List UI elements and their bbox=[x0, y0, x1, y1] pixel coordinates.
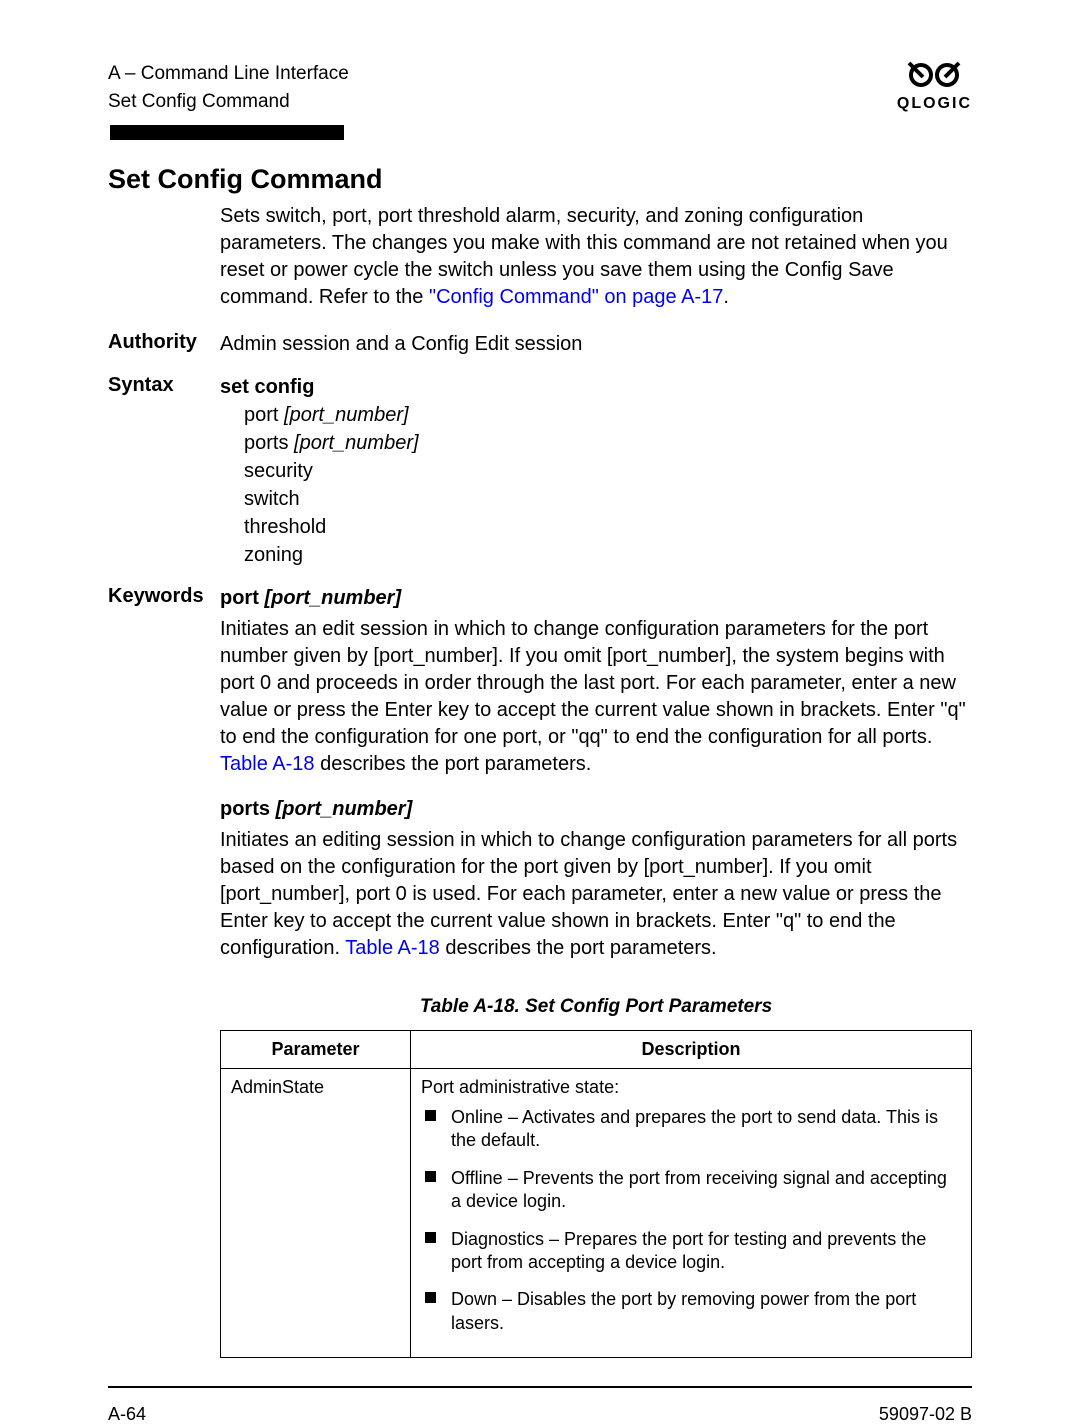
table-ref-link[interactable]: Table A-18 bbox=[345, 937, 440, 959]
table-header-parameter: Parameter bbox=[221, 1031, 411, 1069]
table-caption: Table A-18. Set Config Port Parameters bbox=[220, 996, 972, 1018]
syntax-line: threshold bbox=[244, 513, 972, 541]
list-item: Down – Disables the port by removing pow… bbox=[421, 1288, 961, 1335]
syntax-line: zoning bbox=[244, 541, 972, 569]
param-description: Port administrative state: Online – Acti… bbox=[411, 1069, 972, 1358]
syntax-line: port [port_number] bbox=[244, 401, 972, 429]
header-line2: Set Config Command bbox=[108, 88, 349, 116]
logo-mark-icon bbox=[899, 60, 969, 90]
keywords-label: Keywords bbox=[108, 585, 220, 980]
syntax-label: Syntax bbox=[108, 374, 220, 569]
keyword-description: Initiates an edit session in which to ch… bbox=[220, 616, 972, 778]
page-footer: A-64 59097-02 B bbox=[108, 1404, 972, 1425]
syntax-body: set config port [port_number] ports [por… bbox=[220, 374, 972, 569]
intro-paragraph: Sets switch, port, port threshold alarm,… bbox=[220, 203, 972, 311]
table-header-description: Description bbox=[411, 1031, 972, 1069]
params-table: Parameter Description AdminState Port ad… bbox=[220, 1030, 972, 1358]
authority-label: Authority bbox=[108, 331, 220, 358]
syntax-line: ports [port_number] bbox=[244, 429, 972, 457]
keyword-heading: ports [port_number] bbox=[220, 796, 972, 823]
header-line1: A – Command Line Interface bbox=[108, 60, 349, 88]
list-item: Diagnostics – Prepares the port for test… bbox=[421, 1228, 961, 1275]
syntax-row: Syntax set config port [port_number] por… bbox=[108, 374, 972, 569]
footer-page-number: A-64 bbox=[108, 1404, 146, 1425]
page-header: A – Command Line Interface Set Config Co… bbox=[108, 60, 972, 115]
syntax-line: security bbox=[244, 457, 972, 485]
brand-logo: QLOGIC bbox=[897, 60, 972, 113]
keywords-body: port [port_number] Initiates an edit ses… bbox=[220, 585, 972, 980]
keyword-heading: port [port_number] bbox=[220, 585, 972, 612]
section-bar bbox=[110, 125, 344, 140]
desc-bullet-list: Online – Activates and prepares the port… bbox=[421, 1106, 961, 1335]
param-name: AdminState bbox=[221, 1069, 411, 1358]
table-section: Table A-18. Set Config Port Parameters P… bbox=[220, 996, 972, 1358]
footer-doc-number: 59097-02 B bbox=[879, 1404, 972, 1425]
syntax-command: set config bbox=[220, 374, 972, 401]
intro-after: . bbox=[723, 286, 729, 308]
authority-text: Admin session and a Config Edit session bbox=[220, 331, 972, 358]
syntax-line: switch bbox=[244, 485, 972, 513]
keyword-description: Initiates an editing session in which to… bbox=[220, 827, 972, 962]
table-row: AdminState Port administrative state: On… bbox=[221, 1069, 972, 1358]
keywords-row: Keywords port [port_number] Initiates an… bbox=[108, 585, 972, 980]
authority-row: Authority Admin session and a Config Edi… bbox=[108, 331, 972, 358]
footer-rule bbox=[108, 1386, 972, 1388]
config-command-link[interactable]: "Config Command" on page A-17 bbox=[429, 286, 723, 308]
logo-text: QLOGIC bbox=[897, 95, 972, 113]
table-ref-link[interactable]: Table A-18 bbox=[220, 753, 315, 775]
syntax-list: port [port_number] ports [port_number] s… bbox=[244, 401, 972, 569]
desc-intro: Port administrative state: bbox=[421, 1077, 961, 1098]
page-title: Set Config Command bbox=[108, 164, 972, 195]
list-item: Online – Activates and prepares the port… bbox=[421, 1106, 961, 1153]
list-item: Offline – Prevents the port from receivi… bbox=[421, 1167, 961, 1214]
header-breadcrumb: A – Command Line Interface Set Config Co… bbox=[108, 60, 349, 115]
